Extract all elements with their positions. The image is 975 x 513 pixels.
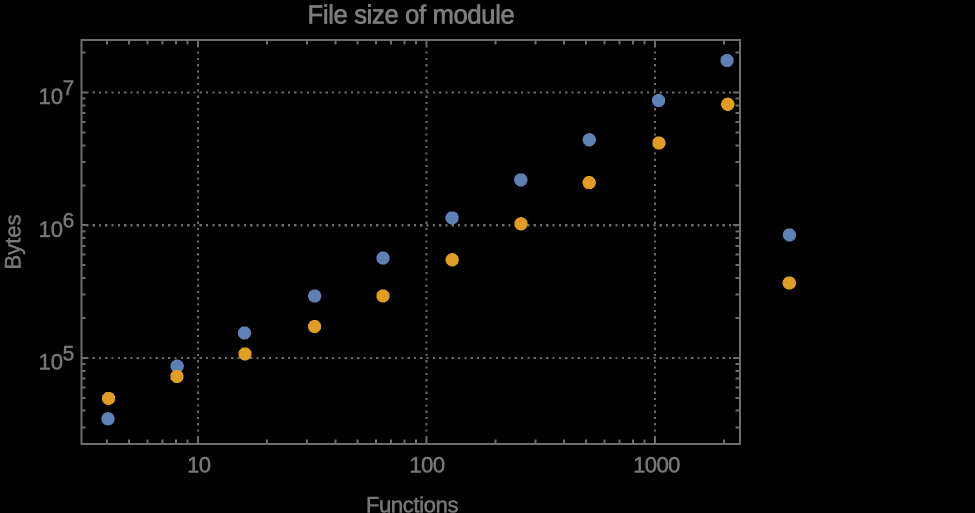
- svg-text:7: 7: [63, 77, 75, 100]
- svg-text:10: 10: [39, 84, 63, 109]
- svg-text:File size of module: File size of module: [308, 2, 515, 30]
- svg-text:10: 10: [39, 350, 63, 375]
- svg-text:Functions: Functions: [366, 492, 459, 513]
- svg-text:6: 6: [63, 210, 75, 233]
- svg-text:Bytes: Bytes: [1, 214, 26, 269]
- svg-text:10: 10: [39, 217, 63, 242]
- svg-text:10: 10: [187, 452, 211, 477]
- svg-text:1000: 1000: [633, 452, 680, 477]
- svg-text:5: 5: [63, 342, 75, 365]
- svg-text:100: 100: [409, 452, 444, 477]
